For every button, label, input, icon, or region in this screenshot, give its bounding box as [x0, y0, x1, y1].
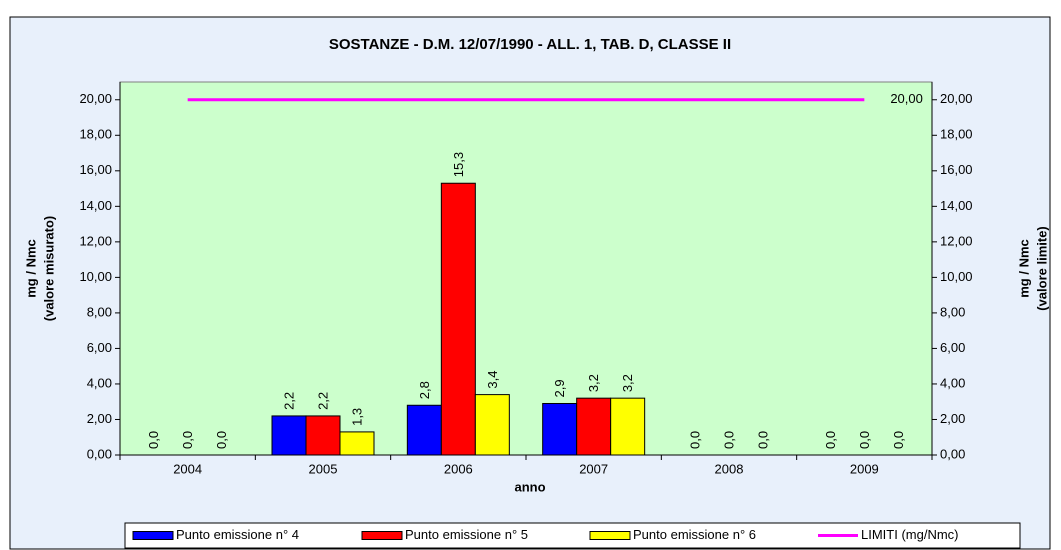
y-tick-label: 12,00: [79, 233, 112, 248]
x-tick-label: 2006: [444, 461, 473, 476]
bar: [440, 182, 476, 456]
y2-tick-label: 16,00: [940, 162, 973, 177]
data-label: 0,0: [180, 431, 195, 449]
y2-axis-label: (valore limite): [1034, 226, 1049, 311]
data-label: 0,0: [214, 431, 229, 449]
y2-tick-label: 12,00: [940, 233, 973, 248]
x-tick-label: 2007: [579, 461, 608, 476]
data-label: 3,4: [485, 371, 500, 389]
legend-swatch: [361, 531, 403, 540]
chart-title: SOSTANZE - D.M. 12/07/1990 - ALL. 1, TAB…: [329, 36, 731, 53]
x-tick-label: 2009: [850, 461, 879, 476]
bar: [542, 402, 578, 456]
legend-label: Punto emissione n° 6: [633, 527, 756, 542]
data-label: 2,2: [315, 392, 330, 410]
legend-swatch: [589, 531, 631, 540]
y-tick-label: 6,00: [87, 340, 112, 355]
y2-tick-label: 4,00: [940, 375, 965, 390]
y-tick-label: 8,00: [87, 304, 112, 319]
bar: [406, 404, 442, 456]
y2-tick-label: 2,00: [940, 411, 965, 426]
bar: [339, 431, 375, 456]
y-tick-label: 2,00: [87, 411, 112, 426]
data-label: 0,0: [891, 431, 906, 449]
bar: [610, 397, 646, 456]
data-label: 20,00: [890, 91, 923, 106]
y2-tick-label: 6,00: [940, 340, 965, 355]
data-label: 3,2: [620, 374, 635, 392]
x-tick-label: 2004: [173, 461, 202, 476]
data-label: 0,0: [823, 431, 838, 449]
y-tick-label: 10,00: [79, 269, 112, 284]
y-axis-label: (valore misurato): [41, 216, 56, 321]
x-axis-label: anno: [514, 479, 545, 494]
legend-label: Punto emissione n° 4: [176, 527, 299, 542]
y2-axis-label: mg / Nmc: [1016, 239, 1031, 298]
y-tick-label: 14,00: [79, 198, 112, 213]
bar: [271, 415, 307, 456]
data-label: 0,0: [146, 431, 161, 449]
plot-area: [119, 81, 933, 456]
y-tick-label: 16,00: [79, 162, 112, 177]
legend-box: [124, 522, 1021, 549]
x-tick-label: 2008: [715, 461, 744, 476]
data-label: 15,3: [451, 152, 466, 177]
data-label: 0,0: [721, 431, 736, 449]
y2-tick-label: 10,00: [940, 269, 973, 284]
legend-swatch: [132, 531, 174, 540]
x-tick-label: 2005: [309, 461, 338, 476]
data-label: 2,2: [281, 392, 296, 410]
bar: [576, 397, 612, 456]
bar: [305, 415, 341, 456]
y2-tick-label: 20,00: [940, 91, 973, 106]
legend-label: LIMITI (mg/Nmc): [861, 527, 959, 542]
y-tick-label: 20,00: [79, 91, 112, 106]
data-label: 1,3: [349, 408, 364, 426]
data-label: 0,0: [755, 431, 770, 449]
data-label: 2,8: [417, 381, 432, 399]
data-label: 0,0: [687, 431, 702, 449]
y2-tick-label: 18,00: [940, 127, 973, 142]
y-tick-label: 18,00: [79, 127, 112, 142]
y2-tick-label: 0,00: [940, 446, 965, 461]
y-tick-label: 4,00: [87, 375, 112, 390]
data-label: 0,0: [857, 431, 872, 449]
y-tick-label: 0,00: [87, 446, 112, 461]
legend-label: Punto emissione n° 5: [405, 527, 528, 542]
data-label: 3,2: [586, 374, 601, 392]
bar: [474, 394, 510, 456]
y2-tick-label: 14,00: [940, 198, 973, 213]
y-axis-label: mg / Nmc: [23, 239, 38, 298]
y2-tick-label: 8,00: [940, 304, 965, 319]
data-label: 2,9: [552, 379, 567, 397]
